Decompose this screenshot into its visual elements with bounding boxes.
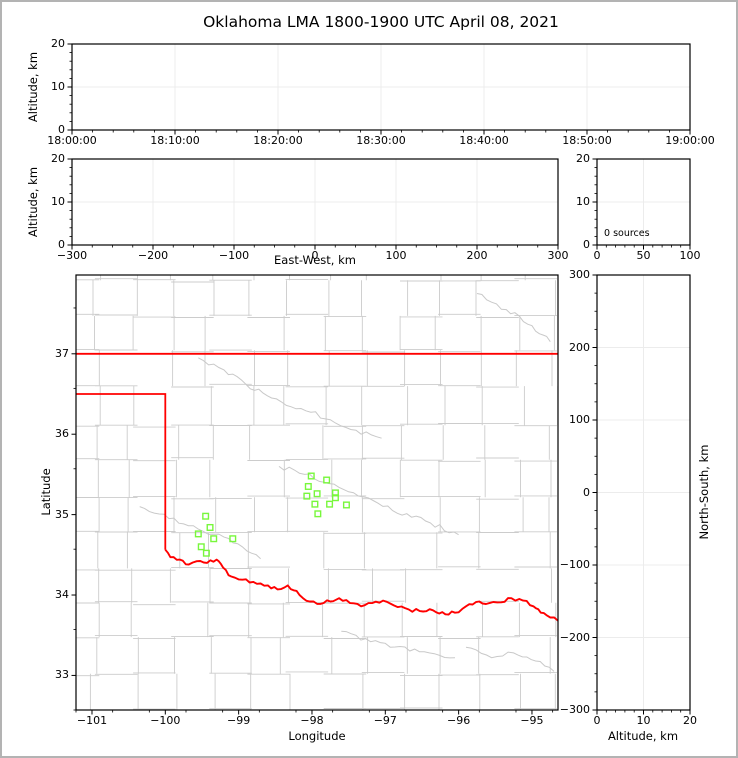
x-tick-label: −96: [447, 714, 471, 727]
y-tick-label: 35: [55, 507, 69, 521]
river-line: [341, 630, 456, 659]
station-marker: [202, 512, 210, 520]
sources-annotation: 0 sources: [604, 228, 650, 239]
y-tick-label: −300: [559, 703, 590, 716]
y-tick-label: 20: [51, 37, 65, 50]
river-line: [476, 293, 551, 342]
x-tick-label: 0: [593, 714, 601, 727]
x-tick-label: −98: [300, 714, 324, 727]
station-marker: [342, 501, 350, 509]
y-tick-label: 200: [569, 340, 590, 354]
station-marker: [313, 490, 321, 498]
county-boundary-lines: [76, 275, 558, 710]
x-tick-label: 18:20:00: [253, 134, 303, 147]
station-marker: [210, 535, 218, 543]
x-tick-label: 18:00:00: [47, 134, 97, 147]
y-tick-label: 0: [58, 238, 65, 251]
x-tick-label: 18:40:00: [459, 134, 509, 147]
station-marker: [202, 549, 210, 557]
x-tick-label: 18:10:00: [150, 134, 200, 147]
y-tick-label: −100: [559, 558, 590, 571]
x-tick-label: 0: [311, 249, 319, 262]
x-tick-label: 18:30:00: [356, 134, 406, 147]
y-tick-label: 0: [583, 485, 590, 499]
x-tick-label: −200: [137, 249, 169, 262]
x-tick-label: 100: [679, 249, 701, 262]
y-tick-label: 0: [58, 123, 65, 136]
red-river-border-line: [164, 549, 558, 622]
y-tick-label: 20: [576, 152, 590, 165]
y-tick-label: 33: [55, 668, 69, 682]
x-tick-label: −97: [373, 714, 397, 727]
x-tick-label: 20: [683, 714, 697, 727]
x-tick-label: 300: [547, 249, 569, 262]
x-tick-label: −101: [76, 714, 108, 727]
panel-spine: [596, 274, 691, 711]
river-line: [139, 506, 261, 560]
y-tick-label: 100: [569, 413, 590, 426]
y-tick-label: 10: [51, 80, 65, 93]
station-marker: [331, 494, 339, 502]
x-tick-label: 200: [466, 249, 488, 262]
river-line: [198, 357, 382, 439]
northsouth-panel-xlabel: Altitude, km: [607, 729, 679, 743]
y-tick-label: −200: [559, 630, 590, 644]
texas-panhandle-border-line: [76, 393, 167, 550]
x-tick-label: −95: [520, 714, 544, 727]
y-tick-label: 0: [583, 238, 590, 251]
station-marker: [197, 543, 205, 551]
y-tick-label: 37: [55, 346, 69, 360]
x-tick-label: −300: [56, 249, 88, 262]
y-tick-label: 300: [569, 268, 590, 281]
panel-spine: [596, 158, 691, 246]
river-line: [465, 646, 555, 672]
x-tick-label: 18:50:00: [562, 134, 612, 147]
x-tick-label: 100: [385, 249, 407, 262]
map-layers: [76, 275, 558, 710]
x-tick-label: −100: [150, 714, 181, 727]
station-marker: [323, 476, 331, 484]
station-marker: [311, 500, 319, 508]
panel-spine: [71, 43, 691, 131]
station-marker: [206, 523, 214, 531]
y-tick-label: 34: [55, 588, 69, 602]
map-xlabel: Longitude: [288, 729, 346, 743]
station-marker: [194, 530, 202, 538]
x-tick-label: 10: [636, 714, 651, 727]
y-tick-label: 10: [51, 195, 65, 208]
station-marker: [314, 510, 322, 518]
station-marker: [326, 500, 334, 508]
eastwest-panel-xlabel: East-West, km: [274, 253, 356, 267]
x-tick-label: 19:00:00: [665, 134, 715, 147]
x-tick-label: 50: [636, 249, 651, 262]
x-tick-label: −100: [218, 249, 250, 262]
panel-spine: [75, 274, 559, 711]
y-tick-label: 36: [55, 427, 69, 441]
northsouth-panel-ylabel: North-South, km: [697, 444, 711, 540]
station-marker: [307, 472, 315, 480]
x-tick-label: 0: [593, 249, 601, 262]
x-tick-label: −99: [227, 714, 251, 727]
y-tick-label: 20: [51, 152, 65, 165]
panel-spine: [71, 158, 559, 246]
station-marker: [304, 482, 312, 490]
y-tick-label: 10: [576, 195, 590, 208]
station-marker: [303, 492, 311, 500]
plot-title: Oklahoma LMA 1800-1900 UTC April 08, 202…: [203, 13, 559, 31]
station-marker: [229, 535, 237, 543]
station-marker: [331, 489, 339, 497]
river-line: [278, 465, 459, 536]
